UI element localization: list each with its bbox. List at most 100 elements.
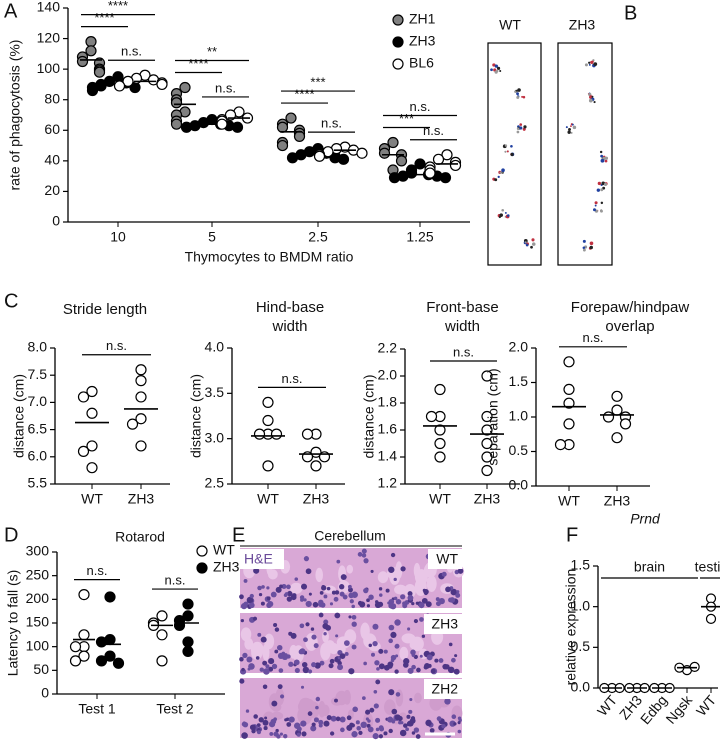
cell-spot xyxy=(594,204,597,207)
cell-spot xyxy=(521,95,524,98)
cell-spot xyxy=(504,150,507,153)
nucleus xyxy=(400,566,406,572)
group-label: brain xyxy=(634,559,665,575)
nucleus xyxy=(239,594,244,600)
nucleus xyxy=(262,684,268,690)
nucleus xyxy=(241,721,247,727)
significance-label: n.s. xyxy=(106,338,127,353)
nucleus xyxy=(246,596,254,604)
label-box xyxy=(424,614,462,634)
legend-label: BL6 xyxy=(409,55,434,71)
nucleus xyxy=(299,623,305,629)
cell-image xyxy=(487,42,542,266)
nucleus xyxy=(253,567,260,574)
y-tick-label: 4.0 xyxy=(205,339,225,355)
cell-spot xyxy=(530,245,533,249)
nucleus xyxy=(453,668,460,675)
purkinje-cell xyxy=(320,642,331,661)
nucleus xyxy=(334,698,338,703)
nucleus xyxy=(288,716,295,723)
nucleus xyxy=(385,588,390,593)
nucleus xyxy=(409,697,413,702)
data-point xyxy=(122,75,134,87)
cell-spot xyxy=(600,158,605,163)
data-point xyxy=(262,396,274,408)
nucleus xyxy=(376,667,380,671)
cell-spot xyxy=(501,208,505,212)
nucleus xyxy=(348,592,355,599)
nucleus xyxy=(318,719,324,725)
nucleus xyxy=(278,668,284,673)
cell-spot xyxy=(510,152,514,157)
nucleus xyxy=(286,722,292,727)
cell-spot xyxy=(567,130,571,134)
y-tick-label: 120 xyxy=(37,29,61,45)
data-point xyxy=(86,462,98,474)
y-tick-label: 140 xyxy=(37,0,61,15)
y-tick-label: 200 xyxy=(26,590,50,606)
nucleus xyxy=(361,553,367,558)
data-point xyxy=(276,121,289,133)
nucleus xyxy=(388,728,393,734)
image-label: ZH3 xyxy=(569,17,596,33)
nucleus xyxy=(406,714,411,719)
nucleus xyxy=(451,657,456,663)
cell-spot xyxy=(514,90,517,93)
purkinje-cell xyxy=(275,688,285,706)
data-point xyxy=(481,424,493,436)
nucleus xyxy=(273,622,278,628)
significance-label: n.s. xyxy=(282,371,303,386)
nucleus xyxy=(378,648,384,654)
nucleus xyxy=(318,723,323,728)
y-tick-label: 1.0 xyxy=(509,408,529,424)
purkinje-cell xyxy=(297,700,311,714)
data-point xyxy=(434,451,446,463)
nucleus xyxy=(329,658,335,664)
cell-spot xyxy=(600,188,604,192)
cell-spot xyxy=(494,178,498,182)
data-point xyxy=(563,397,575,409)
y-tick-label: 100 xyxy=(37,60,61,76)
legend-marker xyxy=(392,36,404,48)
cell-spot xyxy=(525,243,529,247)
data-point xyxy=(262,460,274,472)
nucleus xyxy=(387,716,394,723)
nucleus xyxy=(448,642,453,647)
significance-label: **** xyxy=(188,56,208,71)
nucleus xyxy=(379,593,383,597)
nucleus xyxy=(298,649,304,655)
data-point xyxy=(554,439,567,451)
nucleus xyxy=(393,577,397,582)
nucleus xyxy=(300,720,307,727)
nucleus xyxy=(457,568,464,574)
y-tick-label: 2.5 xyxy=(205,475,225,491)
nucleus xyxy=(438,658,444,663)
nucleus xyxy=(326,715,332,721)
nucleus xyxy=(363,661,367,666)
nucleus xyxy=(403,723,408,728)
data-point xyxy=(611,404,623,416)
nucleus xyxy=(390,658,395,663)
label-box xyxy=(424,679,462,699)
nucleus xyxy=(239,657,244,662)
x-axis-label: Thymocytes to BMDM ratio xyxy=(185,249,354,265)
cell-spot xyxy=(519,126,523,130)
cell-spot xyxy=(504,211,507,214)
data-point xyxy=(705,613,717,624)
nucleus xyxy=(375,600,379,604)
significance-label: **** xyxy=(294,86,314,101)
data-point xyxy=(85,45,97,57)
cell-spot xyxy=(516,127,520,131)
nucleus xyxy=(340,727,345,733)
cell-spot xyxy=(516,130,520,134)
data-point xyxy=(86,84,99,97)
nucleus xyxy=(307,711,313,716)
nucleus xyxy=(321,584,325,589)
nucleus xyxy=(415,734,421,739)
data-point xyxy=(689,661,700,672)
nucleus xyxy=(294,577,299,581)
cell-spot xyxy=(588,61,591,64)
cell-spot xyxy=(510,144,513,148)
nucleus xyxy=(361,548,367,554)
x-tick-label: WT xyxy=(594,692,621,719)
